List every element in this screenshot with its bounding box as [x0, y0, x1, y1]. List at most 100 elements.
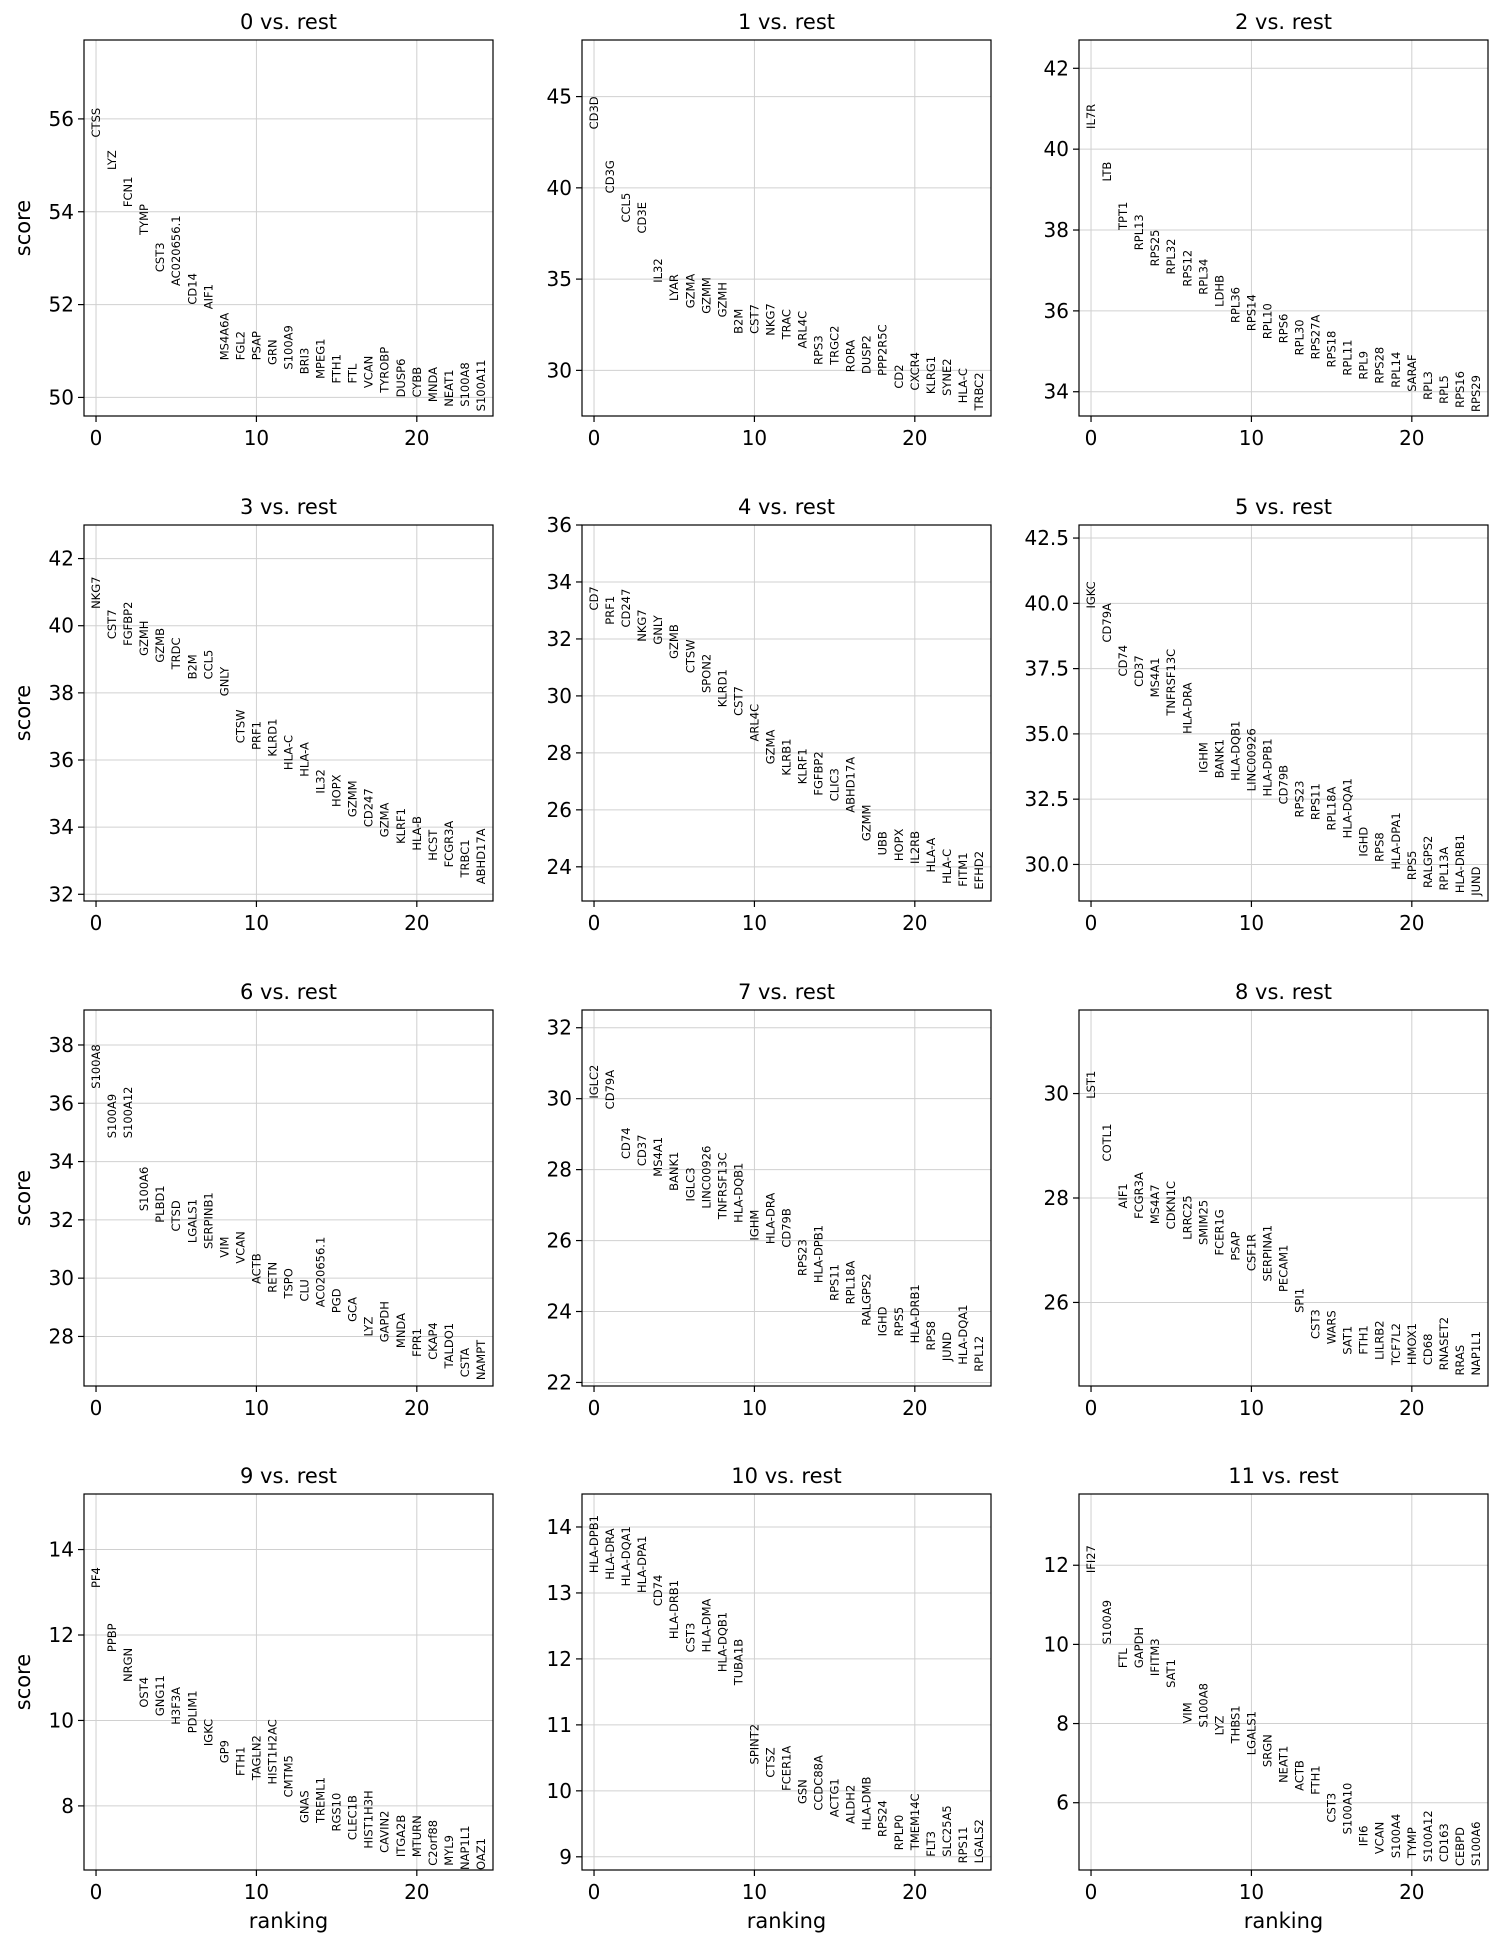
- gene-label: KLRF1: [796, 748, 810, 784]
- gene-label: CST3: [1325, 1793, 1339, 1823]
- y-tick-label: 30: [49, 1266, 74, 1290]
- gene-label: NAP1L1: [458, 1826, 472, 1870]
- axes-frame: [581, 1493, 992, 1871]
- axes-frame: [581, 524, 992, 902]
- y-tick-label: 42: [1044, 56, 1069, 80]
- y-tick-label: 32: [49, 1208, 74, 1232]
- panel-5: 0 10 20 30.0 32.5 35.0 37.5 40.0 42.5 5 vs. rest I…: [1024, 495, 1489, 935]
- panel-9: 0 10 20 8 10 12 14 9 vs. rest score ranking PF4 PPB…: [11, 1464, 494, 1933]
- gene-label: S100A6: [1469, 1822, 1483, 1866]
- gene-label: CTSS: [89, 108, 103, 138]
- gene-label: RPS14: [1244, 294, 1258, 331]
- axes-frame: [83, 39, 494, 417]
- gene-label: S100A8: [89, 1044, 103, 1088]
- gene-label: CSTA: [458, 1348, 472, 1377]
- gene-label: TNFRSF13C: [715, 1152, 729, 1220]
- y-axis-label: score: [11, 685, 35, 741]
- gene-label: HLA-DQB1: [715, 1612, 729, 1672]
- gene-label: S100A10: [1341, 1783, 1355, 1835]
- gene-label: FTH1: [233, 1747, 247, 1776]
- gene-label: HLA-DRB1: [667, 1580, 681, 1639]
- gene-label: VIM: [217, 1237, 231, 1258]
- chart-title: 4 vs. rest: [738, 495, 835, 519]
- gene-label: FGL2: [233, 331, 247, 360]
- x-tick-label: 10: [742, 911, 767, 935]
- gene-label: GAPDH: [1132, 1627, 1146, 1668]
- gene-label: CST7: [747, 304, 761, 334]
- gene-label: ACTG1: [828, 1778, 842, 1817]
- y-tick-label: 52: [49, 293, 74, 317]
- y-tick-label: 9: [559, 1845, 572, 1869]
- gene-label: CD74: [1116, 645, 1130, 677]
- x-tick-label: 0: [1085, 1880, 1098, 1904]
- chart-title: 3 vs. rest: [240, 495, 337, 519]
- gene-label: RNASET2: [1437, 1317, 1451, 1370]
- gene-label: PPBP: [105, 1623, 119, 1652]
- gene-label: SLC25A5: [940, 1805, 954, 1857]
- y-tick-label: 30: [547, 684, 572, 708]
- gene-label: S100A9: [1100, 1600, 1114, 1644]
- gene-label: KLRD1: [715, 669, 729, 707]
- y-tick-label: 54: [49, 200, 74, 224]
- y-tick-label: 38: [49, 681, 74, 705]
- gene-label: IL32: [651, 258, 665, 282]
- gene-label: GNAS: [298, 1790, 312, 1823]
- gene-label: MYL9: [442, 1835, 456, 1866]
- gene-label: NKG7: [635, 609, 649, 641]
- x-tick-label: 20: [902, 1880, 927, 1904]
- gene-label: GZMB: [153, 628, 167, 663]
- y-tick-label: 12: [1044, 1553, 1069, 1577]
- gene-label: AC020656.1: [314, 1237, 328, 1308]
- gene-label: TRBC1: [458, 839, 472, 878]
- gene-label: RPL13A: [1437, 847, 1451, 891]
- gene-label: GAPDH: [378, 1301, 392, 1342]
- gene-label: AC020656.1: [169, 215, 183, 286]
- x-tick-label: 10: [742, 1880, 767, 1904]
- gene-label: RPL11: [1341, 340, 1355, 376]
- gene-label: S100A6: [137, 1167, 151, 1211]
- y-tick-label: 37.5: [1024, 657, 1069, 681]
- y-tick-label: 8: [1056, 1712, 1069, 1736]
- x-tick-label: 20: [902, 426, 927, 450]
- gene-label: PSAP: [1228, 1231, 1242, 1260]
- gene-label: KLRF1: [394, 808, 408, 844]
- gene-label: GZMM: [860, 805, 874, 842]
- gene-label: IGKC: [1084, 581, 1098, 608]
- gene-label: FLT3: [924, 1831, 938, 1857]
- x-tick-label: 0: [90, 1880, 103, 1904]
- gene-label: IL2RB: [908, 831, 922, 864]
- gene-label: FGFBP2: [121, 602, 135, 646]
- y-tick-label: 10: [1044, 1632, 1069, 1656]
- gene-label: HLA-DPB1: [812, 1225, 826, 1283]
- gene-label: RPS6: [1277, 314, 1291, 344]
- gene-label: SERPINA1: [1260, 1225, 1274, 1282]
- x-tick-label: 10: [244, 1396, 269, 1420]
- gene-label: CLEC1B: [346, 1795, 360, 1840]
- gene-label: CCDC88A: [812, 1755, 826, 1811]
- y-tick-label: 14: [49, 1538, 74, 1562]
- y-tick-label: 56: [49, 107, 74, 131]
- gene-label: CD3G: [603, 160, 617, 193]
- panel-3: 0 10 20 32 34 36 38 40 42 3 vs. rest score NKG7CST7…: [11, 495, 494, 935]
- gene-label: FTL: [1116, 1648, 1130, 1668]
- gene-label: NEAT1: [1277, 1746, 1291, 1783]
- gene-label: TRAC: [780, 309, 794, 340]
- gene-label: CD163: [1437, 1823, 1451, 1862]
- gene-label: S100A12: [121, 1086, 135, 1138]
- x-tick-label: 0: [90, 426, 103, 450]
- gene-label: RPS23: [796, 1239, 810, 1276]
- gene-label: RPL13: [1132, 214, 1146, 250]
- gene-label: OAZ1: [474, 1838, 488, 1870]
- gene-label: CTSZ: [763, 1747, 777, 1777]
- gene-label: CD14: [185, 273, 199, 305]
- gene-label: S100A4: [1389, 1814, 1403, 1858]
- y-tick-label: 11: [547, 1713, 572, 1737]
- x-tick-label: 10: [742, 1396, 767, 1420]
- gene-label: HLA-DMA: [699, 1598, 713, 1652]
- gene-label: PRF1: [249, 721, 263, 750]
- gene-label: GZMA: [763, 730, 777, 765]
- gene-label: JUND: [1469, 866, 1483, 896]
- gene-label: COTL1: [1100, 1124, 1114, 1162]
- y-tick-label: 26: [547, 798, 572, 822]
